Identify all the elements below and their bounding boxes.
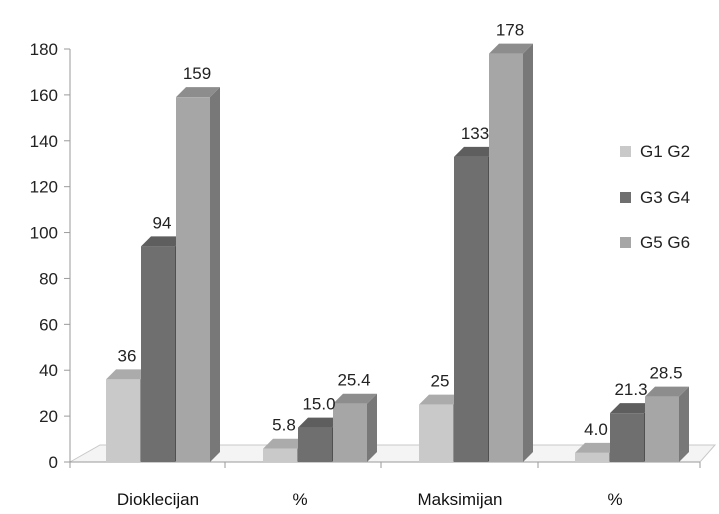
data-label: 159 bbox=[183, 64, 211, 83]
bar bbox=[333, 403, 367, 462]
y-tick-label: 80 bbox=[39, 269, 58, 288]
data-label: 21.3 bbox=[614, 380, 647, 399]
y-tick-label: 100 bbox=[30, 224, 58, 243]
legend-swatch bbox=[620, 237, 631, 248]
y-tick-label: 120 bbox=[30, 178, 58, 197]
legend: G1 G2 G3 G4 G5 G6 bbox=[620, 142, 690, 252]
legend-label: G1 G2 bbox=[640, 142, 690, 161]
bar bbox=[298, 427, 332, 462]
bar bbox=[454, 156, 488, 463]
data-label: 4.0 bbox=[584, 420, 608, 439]
x-category-label: Maksimijan bbox=[417, 490, 502, 509]
data-labels: 36 94 159 5.8 15.025.4 25 133 178 4.0 21.328.5 bbox=[118, 21, 683, 439]
data-label: 5.8 bbox=[272, 416, 296, 435]
legend-label: G3 G4 bbox=[640, 188, 690, 207]
axes: 0 20 40 60 80 100 120 140 160 180 Dioklecijan% Maks… bbox=[30, 40, 701, 509]
bar-top bbox=[454, 146, 498, 157]
y-tick-label: 160 bbox=[30, 86, 58, 105]
bar bbox=[489, 53, 523, 462]
data-label: 28.5 bbox=[649, 364, 682, 383]
x-category-label: % bbox=[292, 490, 307, 509]
bar-top bbox=[610, 403, 654, 414]
bar bbox=[610, 413, 644, 462]
legend-label: G5 G6 bbox=[640, 233, 690, 252]
y-tick-label: 140 bbox=[30, 132, 58, 151]
bar-top bbox=[333, 393, 377, 404]
data-label: 36 bbox=[118, 346, 137, 365]
bar bbox=[263, 448, 297, 462]
bar bbox=[106, 379, 140, 462]
bar bbox=[575, 452, 609, 462]
bar-top bbox=[645, 386, 689, 397]
bar bbox=[419, 404, 453, 462]
data-label: 15.0 bbox=[302, 395, 335, 414]
bar-top bbox=[298, 417, 342, 428]
data-label: 25 bbox=[431, 372, 450, 391]
bar-top bbox=[263, 438, 307, 449]
bar bbox=[141, 246, 175, 462]
bar bbox=[176, 97, 210, 462]
bar-top bbox=[106, 369, 150, 380]
y-tick-label: 40 bbox=[39, 361, 58, 380]
bar-top bbox=[575, 442, 619, 453]
y-tick-label: 0 bbox=[49, 453, 58, 472]
legend-swatch bbox=[620, 192, 631, 203]
x-category-label: Dioklecijan bbox=[117, 490, 199, 509]
bar-top bbox=[419, 394, 463, 405]
legend-swatch bbox=[620, 146, 631, 157]
data-label: 178 bbox=[496, 21, 524, 40]
y-tick-label: 60 bbox=[39, 315, 58, 334]
data-label: 94 bbox=[153, 213, 172, 232]
bar bbox=[645, 396, 679, 462]
bar-side bbox=[210, 87, 220, 462]
data-label: 133 bbox=[461, 124, 489, 143]
bar-side bbox=[679, 386, 689, 462]
bar-top bbox=[489, 43, 533, 54]
bars bbox=[106, 43, 689, 463]
bar-top bbox=[176, 87, 220, 98]
y-tick-label: 20 bbox=[39, 407, 58, 426]
bar-side bbox=[367, 393, 377, 462]
bar-side bbox=[523, 43, 533, 462]
bar-top bbox=[141, 236, 185, 247]
data-label: 25.4 bbox=[337, 371, 370, 390]
x-category-label: % bbox=[607, 490, 622, 509]
y-tick-label: 180 bbox=[30, 40, 58, 59]
